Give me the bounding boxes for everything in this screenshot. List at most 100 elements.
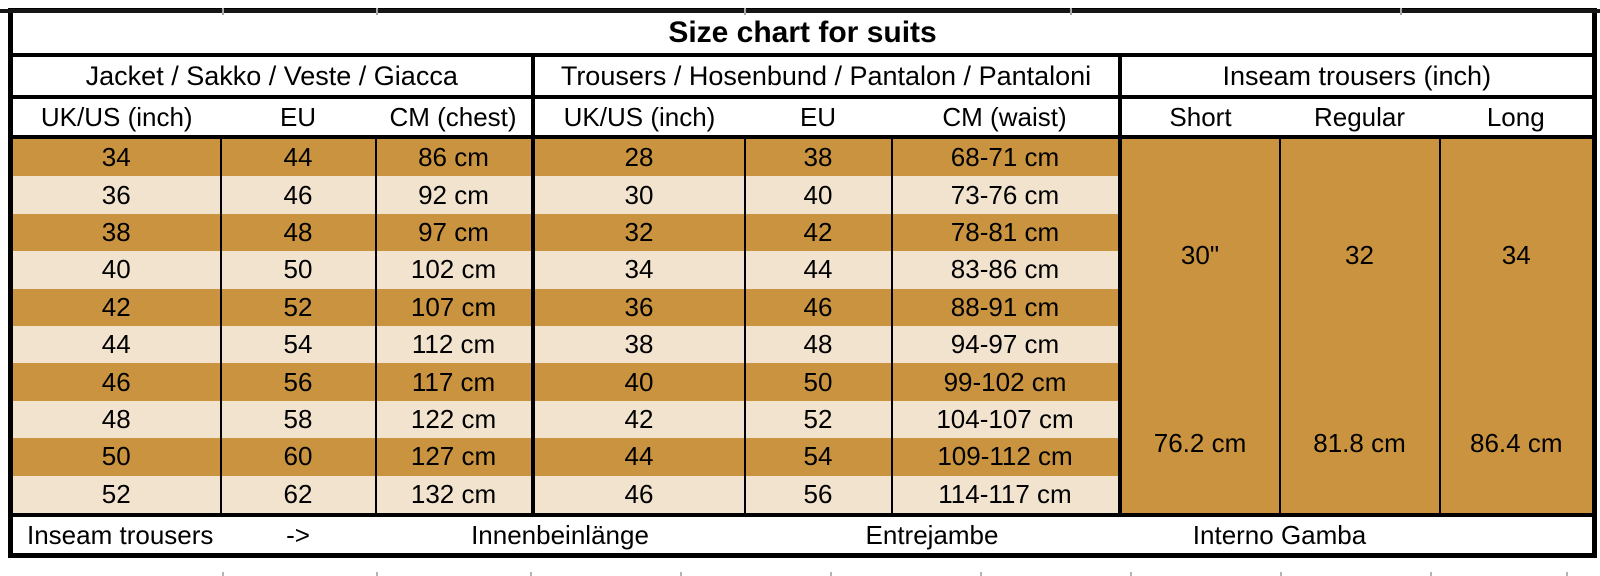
jacket-cm-cell: 112 cm: [374, 325, 533, 364]
trousers-cm-cell: 73-76 cm: [890, 176, 1120, 214]
gridline-tick: [830, 572, 832, 576]
jacket-cm-cell: 127 cm: [374, 438, 533, 476]
section-header-row: Jacket / Sakko / Veste / Giacca Trousers…: [10, 55, 1595, 99]
jacket-eu-cell: 50: [219, 251, 376, 289]
trousers-ukus-cell: 40: [530, 363, 745, 401]
gridline-tick: [222, 572, 224, 576]
footer-french-label: Entrejambe: [744, 513, 1120, 556]
gridline-tick: [1430, 572, 1432, 576]
jacket-ukus-cell: 36: [10, 176, 221, 214]
footer-german-label: Innenbeinlänge: [375, 513, 745, 556]
table-row: 36 46 92 cm 30 40 73-76 cm: [10, 176, 1595, 214]
jacket-ukus-cell: 38: [10, 213, 221, 252]
inseam-long-cm-value: 86.4 cm: [1470, 428, 1563, 458]
trousers-eu-cell: 46: [743, 288, 892, 326]
footer-inseam-trousers-label: Inseam trousers: [10, 513, 221, 556]
jacket-ukus-cell: 48: [10, 400, 221, 439]
jacket-eu-cell: 44: [219, 137, 376, 177]
jacket-ukus-cell: 40: [10, 251, 221, 289]
jacket-cm-cell: 97 cm: [374, 213, 533, 252]
inseam-long-cell: 34 86.4 cm: [1438, 137, 1595, 515]
table-row: 42 52 107 cm 36 46 88-91 cm: [10, 288, 1595, 326]
gridline-tick: [530, 572, 532, 576]
jacket-cm-header: CM (chest): [375, 97, 533, 139]
table-row: 34 44 86 cm 28 38 68-71 cm 30" 76.2 cm 3…: [10, 137, 1595, 515]
table-row: 44 54 112 cm 38 48 94-97 cm: [10, 325, 1595, 364]
gridline-tick: [222, 8, 224, 15]
jacket-ukus-cell: 46: [10, 363, 221, 401]
gridline-tick: [744, 8, 746, 15]
trousers-eu-header: EU: [744, 97, 892, 139]
jacket-eu-cell: 56: [219, 363, 376, 401]
trousers-ukus-cell: 42: [530, 400, 745, 439]
inseam-long-header: Long: [1439, 97, 1595, 139]
inseam-regular-cm-value: 81.8 cm: [1313, 428, 1406, 458]
trousers-ukus-cell: 44: [530, 438, 745, 476]
jacket-eu-cell: 58: [219, 400, 376, 439]
trousers-eu-cell: 56: [743, 475, 892, 515]
jacket-section-header: Jacket / Sakko / Veste / Giacca: [10, 55, 533, 99]
trousers-cm-cell: 109-112 cm: [890, 438, 1120, 476]
title-row: Size chart for suits: [10, 10, 1595, 57]
inseam-short-cm-value: 76.2 cm: [1153, 428, 1247, 458]
jacket-cm-cell: 132 cm: [374, 475, 533, 515]
trousers-eu-cell: 52: [743, 400, 892, 439]
trousers-cm-cell: 94-97 cm: [890, 325, 1120, 364]
jacket-cm-cell: 92 cm: [374, 176, 533, 214]
inseam-section-header: Inseam trousers (inch): [1117, 55, 1595, 99]
inseam-regular-inch-value: 32: [1345, 240, 1374, 270]
table-row: 48 58 122 cm 42 52 104-107 cm: [10, 400, 1595, 439]
inseam-long-inch-value: 34: [1501, 240, 1531, 270]
spreadsheet-top-gridline: [0, 9, 1600, 13]
gridline-tick: [1400, 8, 1402, 15]
trousers-ukus-cell: 32: [530, 213, 745, 252]
gridline-tick: [680, 572, 682, 576]
jacket-cm-cell: 107 cm: [374, 288, 533, 326]
trousers-ukus-cell: 38: [530, 325, 745, 364]
jacket-cm-cell: 122 cm: [374, 400, 533, 439]
inseam-regular-wrap: 32 81.8 cm: [1282, 139, 1439, 513]
table-row: 38 48 97 cm 32 42 78-81 cm: [10, 213, 1595, 252]
inseam-short-header: Short: [1117, 97, 1280, 139]
trousers-eu-cell: 38: [743, 137, 892, 177]
jacket-eu-cell: 48: [219, 213, 376, 252]
jacket-cm-cell: 117 cm: [374, 363, 533, 401]
size-chart-table: Size chart for suits Jacket / Sakko / Ve…: [8, 8, 1598, 558]
jacket-cm-cell: 102 cm: [374, 251, 533, 289]
jacket-ukus-cell: 42: [10, 288, 221, 326]
gridline-tick: [1070, 8, 1072, 15]
jacket-eu-header: EU: [220, 97, 376, 139]
trousers-eu-cell: 44: [743, 251, 892, 289]
trousers-cm-cell: 88-91 cm: [890, 288, 1120, 326]
trousers-ukus-header: UK/US (inch): [530, 97, 745, 139]
trousers-cm-cell: 68-71 cm: [890, 137, 1120, 177]
arrow-label: ->: [220, 513, 376, 556]
table-row: 52 62 132 cm 46 56 114-117 cm: [10, 475, 1595, 515]
trousers-cm-cell: 78-81 cm: [890, 213, 1120, 252]
jacket-eu-cell: 54: [219, 325, 376, 364]
trousers-cm-cell: 114-117 cm: [890, 475, 1120, 515]
inseam-regular-cell: 32 81.8 cm: [1278, 137, 1440, 515]
jacket-eu-cell: 52: [219, 288, 376, 326]
trousers-ukus-cell: 36: [530, 288, 745, 326]
table-row: 50 60 127 cm 44 54 109-112 cm: [10, 438, 1595, 476]
gridline-tick: [980, 572, 982, 576]
gridline-tick: [376, 8, 378, 15]
trousers-cm-cell: 104-107 cm: [890, 400, 1120, 439]
trousers-ukus-cell: 30: [530, 176, 745, 214]
page-title: Size chart for suits: [10, 10, 1595, 57]
jacket-cm-cell: 86 cm: [374, 137, 533, 177]
inseam-long-wrap: 34 86.4 cm: [1442, 139, 1593, 513]
trousers-ukus-cell: 34: [530, 251, 745, 289]
trousers-eu-cell: 54: [743, 438, 892, 476]
trousers-eu-cell: 40: [743, 176, 892, 214]
inseam-short-wrap: 30" 76.2 cm: [1124, 139, 1279, 513]
gridline-tick: [1280, 572, 1282, 576]
gridline-tick: [1130, 572, 1132, 576]
trousers-cm-header: CM (waist): [891, 97, 1120, 139]
gridline-tick: [1566, 572, 1568, 576]
inseam-short-inch-value: 30": [1180, 240, 1220, 270]
jacket-ukus-header: UK/US (inch): [10, 97, 221, 139]
trousers-eu-cell: 42: [743, 213, 892, 252]
table-row: 40 50 102 cm 34 44 83-86 cm: [10, 251, 1595, 289]
